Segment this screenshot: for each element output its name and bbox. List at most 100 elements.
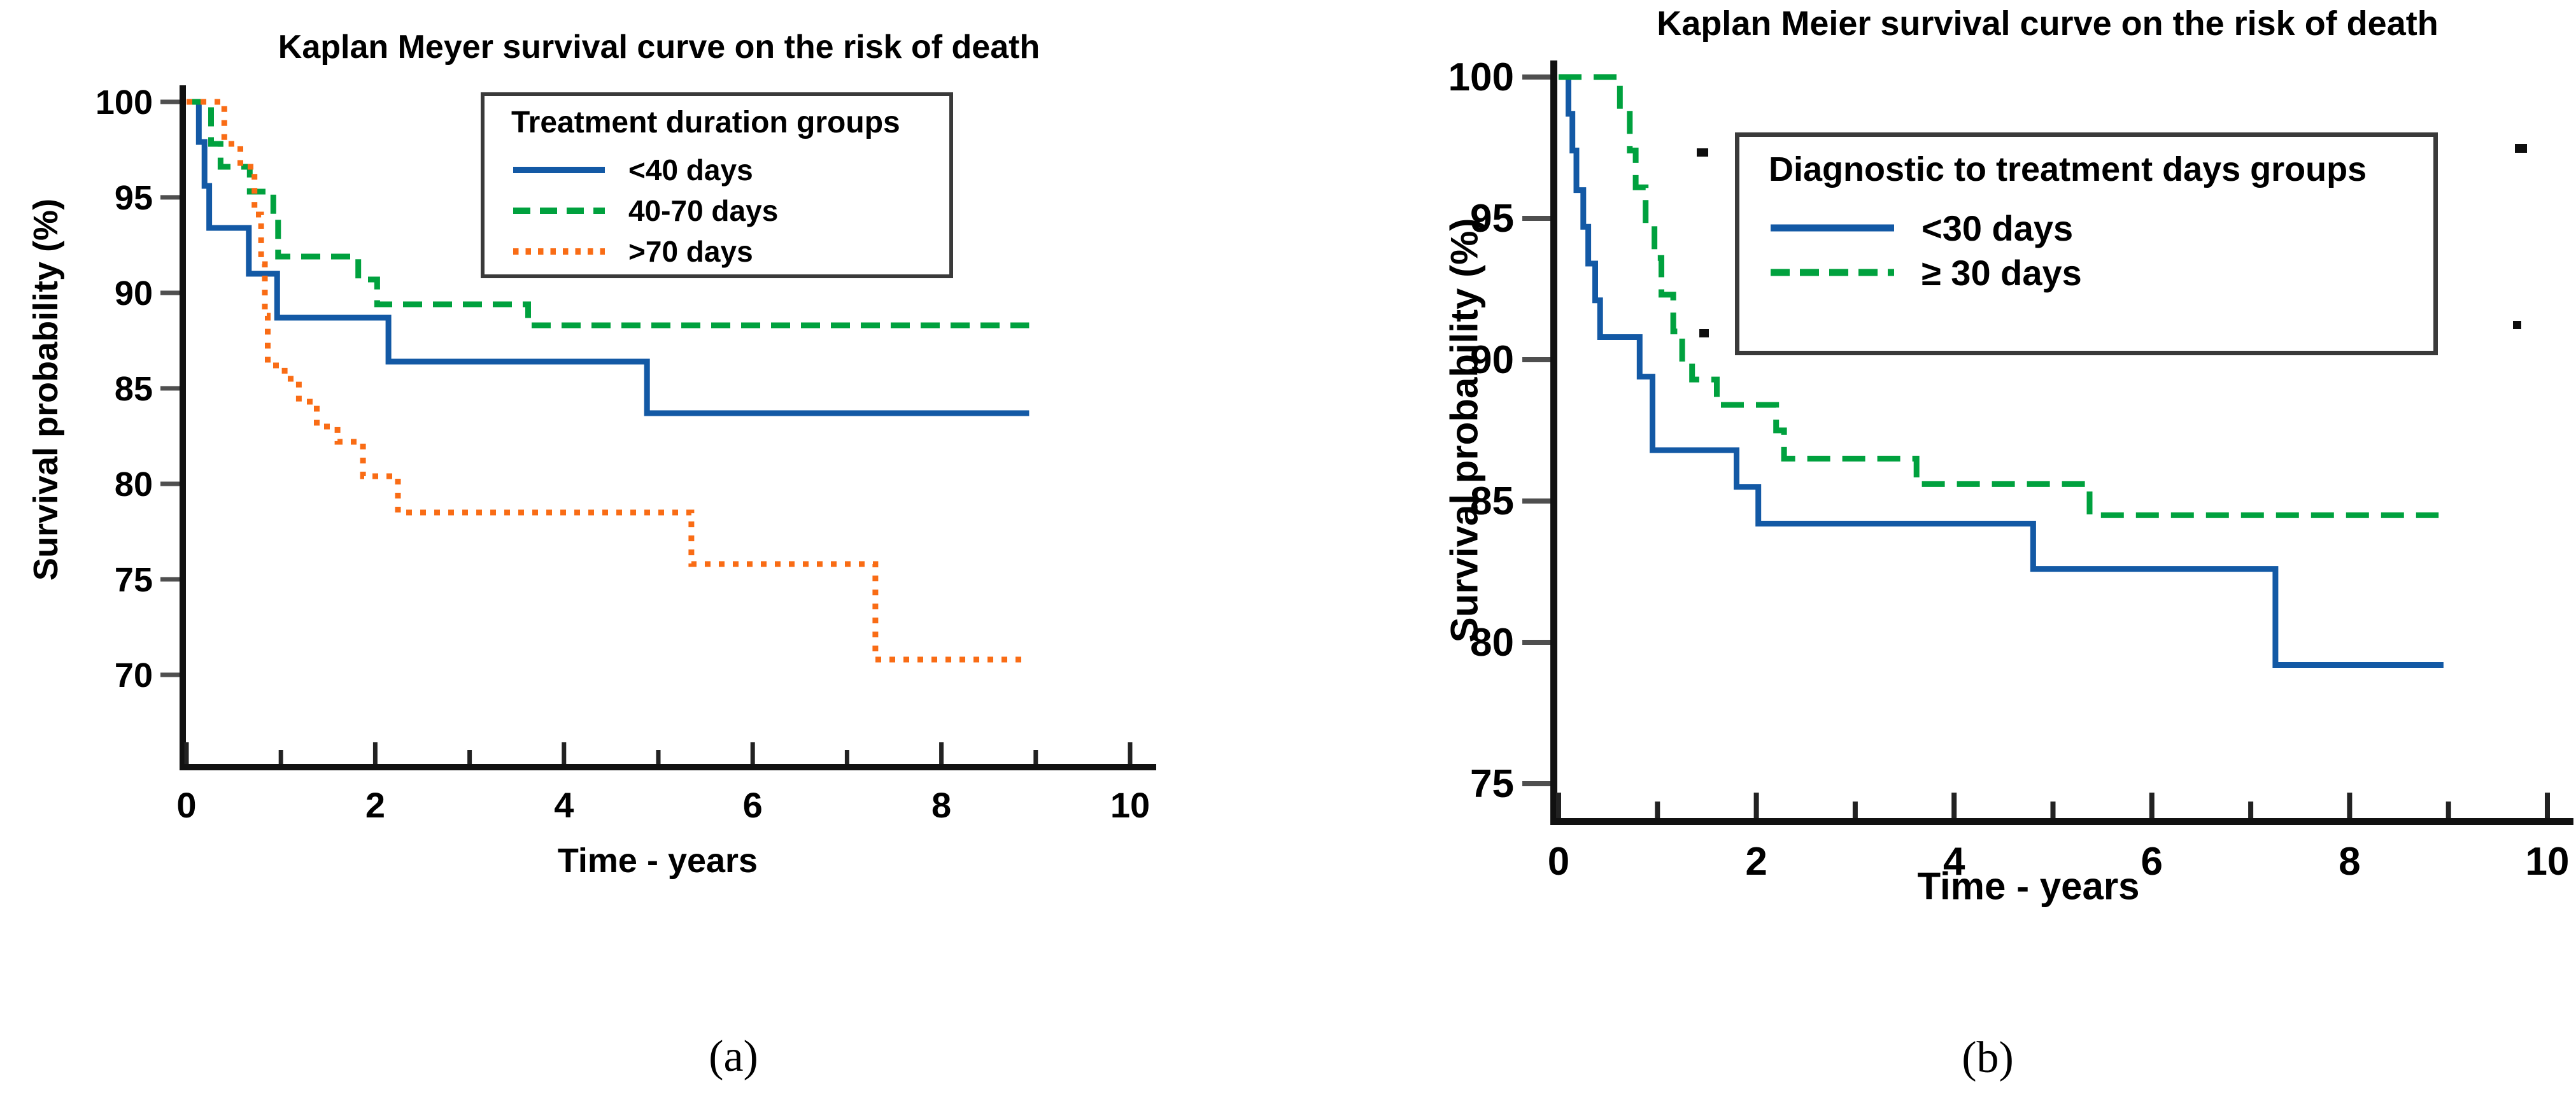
y-tick-label: 75 xyxy=(1470,762,1514,806)
legend-item-gt70-days: >70 days xyxy=(511,231,943,272)
caption-b: (b) xyxy=(1962,1033,2014,1082)
y-tick xyxy=(1522,498,1550,504)
y-tick-label: 95 xyxy=(1470,197,1514,241)
y-tick xyxy=(160,672,180,677)
y-tick-label: 85 xyxy=(115,370,153,408)
x-tick-label: 10 xyxy=(1110,785,1150,825)
chart-panel-b: Kaplan Meier survival curve on the risk … xyxy=(1290,0,2576,1095)
legend-item-label: <40 days xyxy=(628,153,753,187)
y-tick xyxy=(1522,781,1550,786)
x-minor-tick xyxy=(656,750,661,764)
y-tick-label: 80 xyxy=(1470,621,1514,665)
x-tick xyxy=(184,742,189,764)
chart-b-title: Kaplan Meier survival curve on the risk … xyxy=(1657,4,2438,43)
x-tick-label: 10 xyxy=(2526,840,2570,884)
x-tick xyxy=(2149,793,2155,818)
y-tick-label: 70 xyxy=(115,656,153,695)
stray-square-mark xyxy=(1697,148,1708,157)
y-tick-label: 95 xyxy=(115,179,153,217)
survival-curve-solid xyxy=(1559,74,2444,668)
dashed-line-swatch-icon xyxy=(513,208,605,214)
x-tick-label: 0 xyxy=(176,785,196,825)
x-tick-label: 0 xyxy=(1548,840,1569,884)
y-tick xyxy=(160,290,180,295)
dashed-line-swatch-icon xyxy=(1771,269,1894,276)
x-tick xyxy=(372,742,378,764)
y-tick xyxy=(1522,216,1550,221)
survival-curve-dashed xyxy=(1559,74,2439,518)
x-minor-tick xyxy=(1655,802,1660,818)
caption-a: (a) xyxy=(709,1032,758,1081)
chart-panel-a: Kaplan Meyer survival curve on the risk … xyxy=(27,29,1156,1081)
legend-item-40-70-days: 40-70 days xyxy=(511,190,943,231)
y-tick-label: 85 xyxy=(1470,479,1514,523)
y-tick-label: 90 xyxy=(115,274,153,313)
x-tick-label: 8 xyxy=(931,785,951,825)
chart-b-legend-title: Diagnostic to treatment days groups xyxy=(1769,150,2367,188)
x-tick xyxy=(939,742,944,764)
x-tick xyxy=(562,742,567,764)
chart-a-plot: 100 95 90 85 80 75 70 0 2 4 6 8 10 xyxy=(96,83,1156,825)
chart-b-x-axis-label: Time - years xyxy=(1917,865,2140,908)
y-tick-label: 75 xyxy=(115,561,153,599)
y-axis-spine xyxy=(180,85,186,770)
y-tick xyxy=(160,577,180,582)
legend-item-label: >70 days xyxy=(628,235,753,268)
x-axis-spine xyxy=(1550,818,2573,825)
x-tick-label: 6 xyxy=(2141,840,2163,884)
legend-item-lt30-days: <30 days xyxy=(1769,206,2427,250)
stray-square-mark xyxy=(1699,329,1709,337)
x-minor-tick xyxy=(278,750,283,764)
x-minor-tick xyxy=(2248,802,2254,818)
y-tick xyxy=(160,481,180,486)
chart-b-plot: 100 95 90 85 80 75 0 2 4 6 8 10 xyxy=(1448,55,2573,884)
survival-curve-solid xyxy=(187,99,1030,416)
x-tick xyxy=(1556,793,1561,818)
y-tick xyxy=(160,386,180,391)
y-tick xyxy=(160,195,180,200)
x-minor-tick xyxy=(2445,802,2451,818)
legend-item-label: <30 days xyxy=(1921,208,2074,248)
x-minor-tick xyxy=(467,750,472,764)
y-tick-label: 90 xyxy=(1470,338,1514,382)
chart-a-legend-title: Treatment duration groups xyxy=(511,106,900,139)
x-tick-label: 2 xyxy=(365,785,385,825)
x-tick xyxy=(1951,793,1957,818)
y-tick xyxy=(160,99,180,104)
stray-square-mark xyxy=(2513,321,2521,329)
legend-item-label: ≥ 30 days xyxy=(1921,252,2082,293)
x-axis-spine xyxy=(180,764,1156,770)
chart-a-x-axis-label: Time - years xyxy=(557,842,758,880)
chart-b-legend: Diagnostic to treatment days groups <30 … xyxy=(1735,132,2438,355)
y-tick xyxy=(1522,640,1550,645)
x-minor-tick xyxy=(844,750,849,764)
x-minor-tick xyxy=(2050,802,2056,818)
legend-item-label: 40-70 days xyxy=(628,194,779,227)
x-tick xyxy=(1753,793,1759,818)
x-tick xyxy=(2545,793,2550,818)
x-tick xyxy=(750,742,755,764)
x-tick-label: 4 xyxy=(1943,840,1965,884)
x-tick-label: 6 xyxy=(743,785,763,825)
x-minor-tick xyxy=(1033,750,1038,764)
dotted-line-swatch-icon xyxy=(513,248,605,255)
x-tick xyxy=(2347,793,2353,818)
x-tick-label: 4 xyxy=(554,785,574,825)
chart-a-title: Kaplan Meyer survival curve on the risk … xyxy=(278,29,1040,66)
legend-item-ge30-days: ≥ 30 days xyxy=(1769,250,2427,295)
y-tick xyxy=(1522,74,1550,80)
chart-a-legend: Treatment duration groups <40 days 40-70… xyxy=(481,92,953,278)
x-tick-label: 8 xyxy=(2339,840,2360,884)
y-axis-spine xyxy=(1550,60,1557,825)
y-tick xyxy=(1522,357,1550,362)
y-tick-label: 100 xyxy=(1448,55,1514,99)
y-tick-label: 100 xyxy=(96,83,153,122)
survival-curve-dashed xyxy=(187,99,1030,328)
stray-square-mark xyxy=(2515,144,2527,153)
solid-line-swatch-icon xyxy=(1771,224,1894,232)
x-minor-tick xyxy=(1852,802,1858,818)
legend-item-lt40-days: <40 days xyxy=(511,150,943,190)
x-tick xyxy=(1128,742,1133,764)
survival-curve-dotted xyxy=(187,99,1030,663)
